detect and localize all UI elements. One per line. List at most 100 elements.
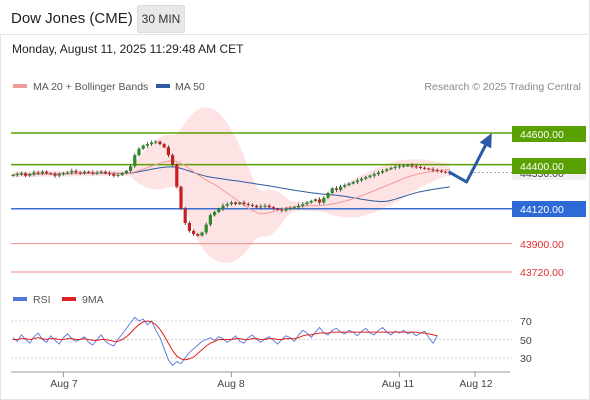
candle xyxy=(70,168,74,175)
projection-arrow-shaft xyxy=(448,140,489,184)
candle-body xyxy=(45,171,49,174)
candle xyxy=(246,202,250,207)
candle-body xyxy=(238,202,242,205)
candle-body xyxy=(137,148,141,156)
candle-body xyxy=(313,199,317,201)
candle-body xyxy=(70,170,74,173)
candle xyxy=(200,231,204,237)
candle xyxy=(129,164,133,173)
candle-body xyxy=(145,144,149,146)
candle-body xyxy=(402,165,406,167)
rsi-legend-label: RSI xyxy=(33,294,51,306)
price-label-r2: 44600.00 xyxy=(512,126,586,142)
candle-body xyxy=(99,171,103,173)
candle-body xyxy=(431,169,435,171)
candle-body xyxy=(103,171,107,174)
candle-body xyxy=(444,171,448,173)
candle-body xyxy=(15,174,19,176)
candle-body xyxy=(171,155,175,165)
candle xyxy=(431,167,435,173)
candle-body xyxy=(196,234,200,236)
candlestick-layer xyxy=(11,140,452,237)
candle xyxy=(343,183,347,189)
price-label-pivot: 44120.00 xyxy=(512,201,586,217)
candle xyxy=(284,207,288,213)
candle-body xyxy=(208,215,212,225)
timeframe-button[interactable]: 30 MIN xyxy=(137,5,185,33)
candle xyxy=(183,206,187,226)
rsi-ma9-line xyxy=(13,320,438,361)
candle-body xyxy=(234,202,238,205)
candle xyxy=(137,147,141,157)
candle-body xyxy=(267,205,271,208)
candle xyxy=(179,185,183,210)
candle xyxy=(322,196,326,205)
candle-body xyxy=(204,224,208,233)
candle-body xyxy=(309,200,313,203)
candle xyxy=(410,163,414,169)
candle-body xyxy=(213,212,217,216)
candle xyxy=(36,170,40,176)
ma20-line xyxy=(12,160,450,215)
candle-body xyxy=(24,173,28,176)
rsi-axis-70: 70 xyxy=(520,316,532,328)
candle xyxy=(32,170,36,177)
price-label-r2-bg xyxy=(512,126,586,142)
candle-body xyxy=(271,207,275,209)
candle xyxy=(238,201,242,205)
candle xyxy=(280,207,284,213)
candle xyxy=(221,203,225,211)
candle xyxy=(78,170,82,175)
candle xyxy=(276,207,280,211)
time-axis-ticks xyxy=(62,372,476,377)
candle xyxy=(368,174,372,179)
candle-body xyxy=(120,173,124,175)
price-label-r1-bg xyxy=(512,158,586,174)
candle-body xyxy=(95,172,99,174)
candle-body xyxy=(427,168,431,170)
candle-body xyxy=(150,142,154,145)
candle-body xyxy=(19,173,23,175)
candle xyxy=(145,141,149,148)
candle-body xyxy=(87,171,91,173)
candle xyxy=(255,204,259,209)
projection-arrow-head xyxy=(479,133,492,149)
candle xyxy=(28,173,32,177)
candle xyxy=(108,171,112,177)
candle xyxy=(141,144,145,150)
candle-body xyxy=(187,223,191,231)
candle-body xyxy=(280,209,284,211)
rsi-axis-50: 50 xyxy=(520,335,532,347)
candle-body xyxy=(334,188,338,190)
candle-body xyxy=(322,197,326,203)
candle xyxy=(91,170,95,176)
ma9-legend-swatch xyxy=(62,297,76,301)
candle-body xyxy=(108,173,112,175)
candle xyxy=(439,169,443,174)
candle xyxy=(45,170,49,175)
rsi-axis-30: 30 xyxy=(520,353,532,365)
candle-body xyxy=(418,167,422,168)
candle-body xyxy=(225,204,229,206)
candle xyxy=(355,178,359,184)
candle-body xyxy=(166,147,170,156)
candle xyxy=(364,175,368,181)
price-label-r2-text: 44600.00 xyxy=(520,129,564,141)
candle xyxy=(208,213,212,227)
candle xyxy=(423,166,427,170)
candle-body xyxy=(221,205,225,209)
x-label-aug12: Aug 12 xyxy=(459,378,492,390)
candle xyxy=(57,172,61,178)
candle-body xyxy=(11,174,15,176)
candle-body xyxy=(326,193,330,198)
candle-body xyxy=(389,167,393,170)
candle-body xyxy=(343,185,347,187)
candle xyxy=(229,200,233,206)
candle-body xyxy=(154,141,158,143)
candle xyxy=(40,170,44,175)
price-label-s2: 43720.00 xyxy=(520,267,564,279)
candle xyxy=(372,171,376,178)
candle xyxy=(19,171,23,176)
candle xyxy=(292,206,296,210)
